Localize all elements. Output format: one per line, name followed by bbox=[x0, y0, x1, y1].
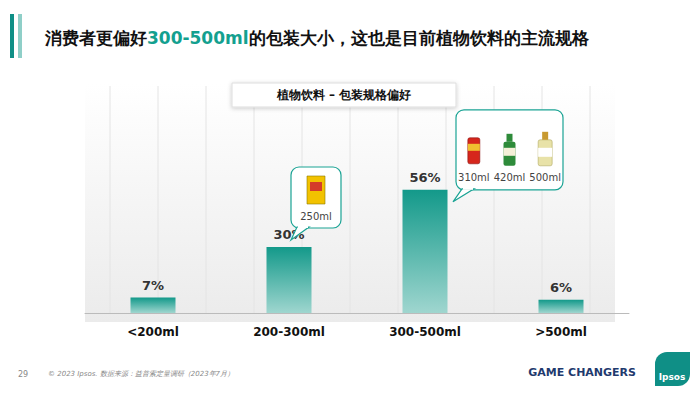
svg-text:500ml: 500ml bbox=[529, 172, 561, 183]
svg-text:<200ml: <200ml bbox=[127, 325, 179, 339]
svg-text:300-500ml: 300-500ml bbox=[389, 325, 461, 339]
svg-text:310ml: 310ml bbox=[458, 172, 490, 183]
svg-text:29: 29 bbox=[18, 370, 28, 379]
svg-text:消费者更偏好: 消费者更偏好 bbox=[44, 28, 147, 48]
svg-text:250ml: 250ml bbox=[300, 211, 332, 222]
svg-text:300-500ml: 300-500ml bbox=[147, 28, 249, 48]
svg-text:的包装大小，这也是目前植物饮料的主流规格: 的包装大小，这也是目前植物饮料的主流规格 bbox=[249, 28, 590, 48]
svg-text:420ml: 420ml bbox=[494, 172, 526, 183]
svg-text:植物饮料 – 包装规格偏好: 植物饮料 – 包装规格偏好 bbox=[276, 88, 411, 102]
svg-text:GAME CHANGERS: GAME CHANGERS bbox=[528, 366, 636, 379]
svg-text:30%: 30% bbox=[273, 227, 305, 242]
svg-text:7%: 7% bbox=[142, 278, 164, 293]
svg-text:© 2023 Ipsos. 数据来源：益普索定量调研（202: © 2023 Ipsos. 数据来源：益普索定量调研（2023年7月） bbox=[48, 369, 234, 378]
svg-text:Ipsos: Ipsos bbox=[659, 372, 686, 382]
svg-text:200-300ml: 200-300ml bbox=[253, 325, 325, 339]
svg-text:6%: 6% bbox=[550, 280, 572, 295]
svg-text:56%: 56% bbox=[409, 170, 440, 185]
svg-text:>500ml: >500ml bbox=[535, 325, 587, 339]
